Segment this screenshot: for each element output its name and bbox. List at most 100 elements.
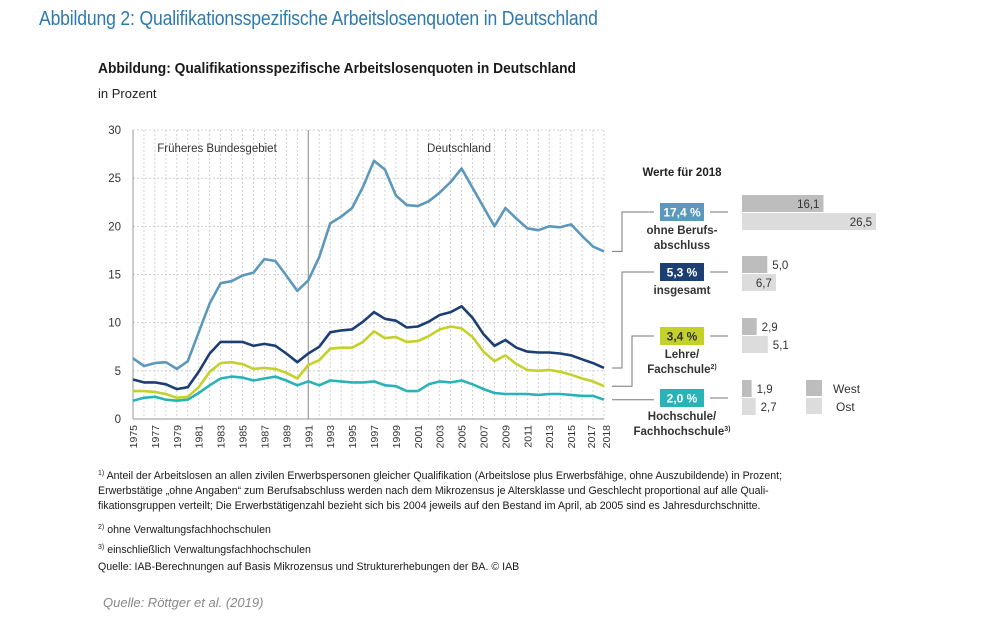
category-label-lehre: Fachschule2) [647,364,717,376]
series-line-insgesamt [132,305,605,391]
footnote-1-mark: 1) [98,470,105,477]
footnote-2: 2) ohne Verwaltungsfachhochschulen [98,520,271,538]
bar-west-hochschule [742,380,752,397]
x-tick-label: 1979 [172,425,184,449]
y-tick-label: 30 [108,125,121,137]
x-tick-label: 1999 [391,425,403,449]
badge-hochschule [660,389,704,407]
y-axis-ticks: 0 5 10 15 20 25 30 [108,125,121,426]
legend-west-swatch [806,380,822,396]
west-ost-bars: 16,1 26,5 5,06,7 2,9 5,1 1,9 2,7 [742,195,877,415]
x-tick-label: 1981 [194,425,206,449]
connector-ohne [612,211,654,252]
x-tick-label: 1995 [347,425,359,449]
badge-value-ohne: 17,4 % [663,206,701,220]
legend-ost-label: Ost [836,400,855,414]
grid [132,129,605,420]
document-source: Quelle: Röttger et al. (2019) [103,595,264,610]
line-chart: 0 5 10 15 20 25 30 1975 1977 1979 1981 1983 1985 198… [108,125,877,449]
bar-ost-ohne [742,213,877,230]
category-label-ohne: ohne Berufs- [647,225,718,237]
x-axis-ticks: 1975 1977 1979 1981 1983 1985 1987 1989 1991 1993… [128,425,613,449]
chart-title: Abbildung: Qualifikationsspezifische Arb… [98,60,576,77]
region-label-germany: Deutschland [427,143,491,155]
x-tick-label: 2007 [479,425,491,449]
category-label-insgesamt: insgesamt [654,285,711,297]
x-tick-label: 1983 [216,425,228,449]
footnote-3: 3) einschließlich Verwaltungsfachhochsch… [98,540,311,558]
x-tick-label: 2001 [413,425,425,449]
x-tick-label: 2011 [522,425,534,448]
bar-west-label-lehre: 2,9 [762,322,778,334]
category-label-hochschule: Hochschule/ [648,411,717,423]
bar-ost-label-insgesamt: 6,7 [756,278,772,290]
badge-value-hochschule: 2,0 % [667,392,698,406]
footnote-1-line-1: Anteil der Arbeitslosen an allen zivilen… [106,470,783,482]
y-tick-label: 5 [115,366,121,378]
series-line-lehre [133,325,605,400]
series-line-hochschule [132,375,605,402]
values-2018-header: Werte für 2018 [642,167,722,179]
bar-ost-label-lehre: 5,1 [773,340,789,352]
footnote-2-mark: 2) [98,524,105,531]
connector-insgesamt [612,271,654,369]
document-figure-title: Abbildung 2: Qualifikationsspezifische A… [39,8,598,30]
bar-west-label-ohne: 16,1 [797,199,819,211]
x-tick-label: 2009 [500,425,512,449]
bar-ost-lehre [742,336,768,353]
y-tick-label: 10 [108,318,121,330]
badge-ohne [660,203,704,221]
series-line-ohne [132,159,605,371]
bar-west-ohne [742,195,824,212]
x-tick-label: 1993 [325,425,337,449]
legend-west-label: West [833,382,861,396]
footnote-1-line-3: fikationsgruppen verteilt; Die Erwerbstä… [98,500,761,512]
value-badges: 17,4 % ohne Berufs-abschluss 5,3 % insgesam… [634,203,731,438]
x-tick-label: 1987 [259,425,271,449]
badge-value-lehre: 3,4 % [667,330,698,344]
x-tick-label: 1977 [150,425,162,449]
badge-insgesamt [660,263,704,281]
bar-ost-insgesamt [742,274,776,291]
x-tick-label: 2018 [601,425,613,449]
chart-source: Quelle: IAB-Berechnungen auf Basis Mikro… [98,561,520,573]
bar-ost-hochschule [742,398,756,415]
y-tick-label: 25 [108,173,121,185]
x-tick-label: 2005 [457,425,469,449]
footnote-1: 1) Anteil der Arbeitslosen an allen zivi… [98,466,782,514]
bar-west-label-insgesamt: 5,0 [772,260,788,272]
category-label-hochschule: Fachhochschule3) [634,426,731,438]
x-tick-label: 1975 [128,425,140,449]
bar-west-lehre [742,318,757,335]
connector-lehre [612,335,654,387]
x-tick-label: 1989 [281,425,293,449]
footnote-3-mark: 3) [98,544,105,551]
category-label-ohne: abschluss [654,240,710,252]
bar-ost-label-hochschule: 2,7 [761,402,777,414]
legend: West Ost [806,380,861,414]
x-tick-label: 1991 [303,425,315,449]
connector-lines [612,211,728,401]
bar-west-insgesamt [742,256,768,273]
y-tick-label: 0 [115,414,121,426]
x-tick-label: 1997 [369,425,381,449]
y-tick-label: 15 [108,270,121,282]
footnote-1-line-2: Erwerbstätige „ohne Angaben“ zum Berufsa… [98,485,769,497]
x-tick-label: 2013 [544,425,556,449]
footnote-mark: 3) [724,426,730,433]
footnote-mark: 2) [711,364,717,371]
x-tick-label: 2015 [566,425,578,449]
bar-ost-label-ohne: 26,5 [850,217,872,229]
region-label-west: Früheres Bundesgebiet [157,143,277,155]
y-tick-label: 20 [108,221,121,233]
x-tick-label: 2017 [586,425,598,449]
legend-ost-swatch [806,398,822,414]
badge-value-insgesamt: 5,3 % [667,266,698,280]
series-lines [132,159,605,402]
bar-west-label-hochschule: 1,9 [757,384,773,396]
footnote-3-text: einschließlich Verwaltungsfachhochschule… [107,544,311,556]
footnote-2-text: ohne Verwaltungsfachhochschulen [107,524,271,536]
badge-lehre [660,327,704,345]
chart-subtitle: in Prozent [98,86,157,101]
x-tick-label: 1985 [238,425,250,449]
